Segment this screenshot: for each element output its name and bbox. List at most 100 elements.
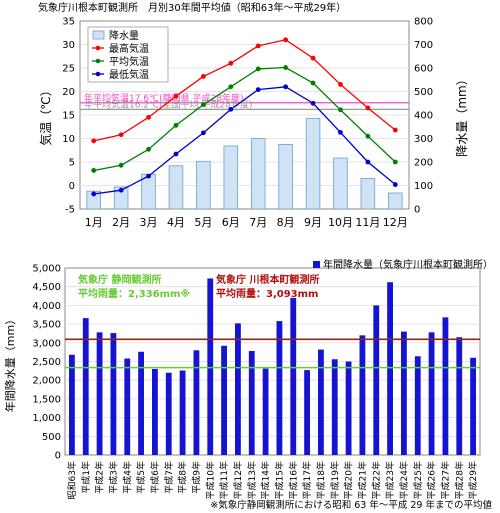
chart2-grid [65, 286, 480, 437]
chart2-bar [96, 332, 103, 455]
chart1-temp-point [118, 132, 124, 138]
chart2-bar [428, 332, 435, 455]
chart2-year-label: 平成18年 [315, 461, 327, 499]
chart2-year-label: 平成2年 [94, 461, 106, 494]
chart2-bar [414, 356, 421, 455]
chart2-year-label: 平成1年 [80, 461, 92, 494]
chart2-bar [248, 351, 255, 455]
chart1-right-tick: 700 [414, 40, 433, 51]
chart2-year-label: 平成8年 [177, 461, 189, 494]
chart2-y-tick: 3,000 [32, 338, 61, 349]
chart2-y-tick: 2,000 [32, 376, 61, 387]
chart2-bar [179, 370, 186, 455]
chart1-right-tick: 100 [414, 181, 433, 192]
chart1-temp-point [146, 173, 151, 179]
chart1-left-tick: 0 [69, 181, 75, 192]
annual-precip-chart: 0 500 1,000 1,500 2,000 2,500 3,000 3,500 4,000 4… [3, 258, 493, 511]
chart1-precip-bar [113, 186, 129, 210]
chart2-bar [387, 282, 393, 455]
chart1-right-axis-ticks: 0 100 200 300 400 500 600 700 800 [414, 17, 433, 216]
chart1-left-tick: 35 [62, 17, 75, 28]
chart1-precip-bar [223, 145, 239, 210]
chart2-year-labels: 昭和63年 平成1年 平成2年 平成3年 平成4年 平成5年 平成6年 平成7年 平成8年 平成9… [66, 461, 479, 499]
chart1-temp-point [91, 138, 97, 144]
chart1-temp-point [338, 129, 343, 135]
chart1-title: 気象庁川根本町観測所 月別30年間平均値（昭和63年～平成29年） [38, 1, 346, 14]
chart1-month-label: 11月 [355, 216, 380, 229]
chart2-year-label: 平成19年 [329, 461, 341, 499]
chart1-left-axis-label: 気温（℃） [38, 84, 53, 145]
chart1-temp-point [338, 107, 343, 113]
chart1-precip-bar [333, 157, 348, 210]
chart1-left-tick: 5 [69, 158, 75, 169]
chart1-temp-point [255, 43, 261, 49]
chart2-year-label: 平成9年 [190, 461, 202, 494]
chart1-precip-bar [141, 173, 156, 210]
chart2-year-label: 平成24年 [398, 461, 410, 499]
chart1-temp-point [283, 84, 289, 90]
chart1-temp-point [310, 100, 316, 106]
chart2-y-tick: 500 [42, 432, 61, 443]
chart2-year-label: 平成26年 [426, 461, 438, 499]
chart1-month-label: 7月 [249, 216, 267, 229]
chart2-y-tick: 1,000 [32, 413, 61, 424]
chart2-bar [373, 305, 380, 455]
ref-label-shizuoka-temp: 年平均気温17.6℃(静岡県 平成28年度) [84, 92, 243, 104]
monthly-climate-chart: 気象庁川根本町観測所 月別30年間平均値（昭和63年～平成29年） 年平均気温1… [38, 1, 469, 229]
chart1-precip-bar [196, 160, 211, 210]
chart1-temp-point [228, 84, 234, 90]
chart1-temp-point [146, 146, 151, 152]
chart1-temp-point [118, 187, 124, 193]
chart1-temp-point [365, 159, 371, 165]
legend-max-marker [95, 45, 101, 51]
chart1-month-label: 12月 [383, 216, 408, 229]
chart2-year-label: 平成4年 [121, 461, 133, 494]
chart2-year-label: 平成6年 [149, 461, 161, 494]
chart2-bar [138, 351, 144, 455]
legend-annual-label: 年間降水量（気象庁川根本町観測所） [323, 258, 493, 271]
chart2-reference-lines [65, 338, 480, 369]
chart1-left-tick: 30 [62, 40, 75, 51]
chart2-year-label: 平成27年 [439, 461, 451, 499]
chart2-year-label: 平成22年 [370, 461, 382, 499]
chart2-bar [69, 354, 75, 455]
chart2-bar [207, 278, 214, 455]
chart2-year-label: 平成14年 [260, 461, 272, 499]
chart1-temp-point [392, 159, 398, 165]
chart2-y-axis-ticks: 0 500 1,000 1,500 2,000 2,500 3,000 3,500 4,000 4… [32, 264, 61, 462]
chart2-year-label: 平成11年 [218, 461, 230, 499]
chart1-right-tick: 0 [414, 205, 420, 216]
chart1-month-label: 3月 [140, 216, 158, 229]
chart1-right-tick: 500 [414, 87, 433, 98]
chart2-bar [470, 357, 476, 455]
chart1-temp-line [93, 66, 396, 172]
chart2-bar [110, 333, 117, 455]
chart1-temp-point [365, 133, 371, 139]
chart2-year-label: 平成7年 [163, 461, 175, 494]
chart1-temp-point [228, 60, 234, 66]
chart2-y-tick: 3,500 [32, 320, 61, 331]
chart2-y-axis-label: 年間降水量（mm） [3, 314, 17, 412]
chart1-temp-point [255, 66, 261, 72]
chart2-bar [235, 323, 241, 455]
chart1-precip-bar [168, 165, 184, 210]
chart2-bar [359, 335, 366, 455]
ref-label-national-temp: 年平均気温16.2℃(全国平均 平成28年度) [84, 98, 252, 110]
chart1-right-tick: 800 [414, 17, 433, 28]
chart1-precip-bar [278, 143, 293, 210]
chart1-temp-point [118, 162, 124, 168]
chart1-left-tick: -5 [65, 205, 75, 216]
chart2-bar [290, 297, 297, 455]
chart1-temp-point [283, 65, 289, 70]
chart1-right-tick: 300 [414, 134, 433, 145]
chart1-precip-bar [305, 117, 321, 210]
legend-min-label: 最低気温 [109, 68, 149, 81]
chart1-right-tick: 200 [414, 158, 433, 169]
chart1-left-axis-ticks: -5 0 5 10 15 20 25 30 35 [62, 17, 75, 216]
chart2-year-label: 平成13年 [246, 461, 258, 499]
chart1-temp-point [365, 105, 371, 111]
chart2-y-tick: 1,500 [32, 394, 61, 405]
chart2-bar [456, 337, 463, 455]
chart1-left-tick: 10 [62, 134, 75, 145]
chart2-y-tick: 2,500 [32, 357, 61, 368]
